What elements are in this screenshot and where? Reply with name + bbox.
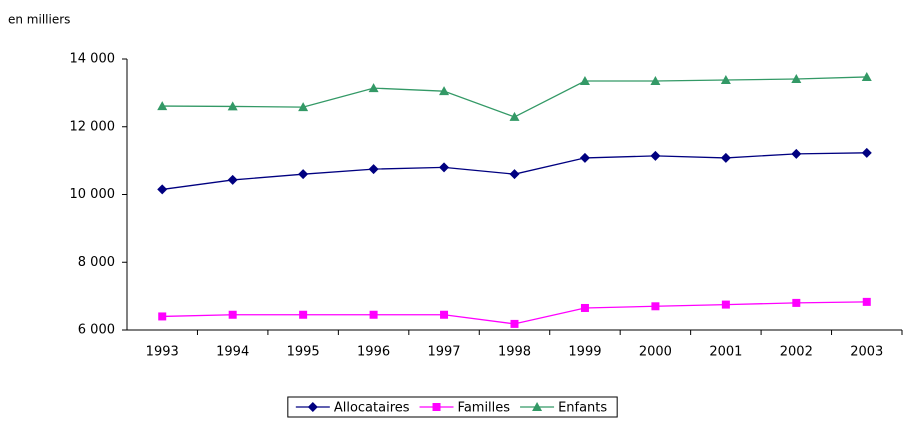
legend-label: Allocataires xyxy=(334,401,410,416)
marker xyxy=(369,310,378,319)
marker xyxy=(791,73,802,83)
marker xyxy=(580,303,589,312)
marker xyxy=(861,147,872,158)
x-tick-label: 1997 xyxy=(427,345,460,360)
marker xyxy=(792,298,801,307)
marker xyxy=(158,312,167,321)
x-tick-label: 2000 xyxy=(639,345,672,360)
marker xyxy=(650,150,661,161)
marker xyxy=(439,162,450,173)
marker xyxy=(439,86,450,96)
marker xyxy=(862,297,871,306)
y-tick-label: 10 000 xyxy=(70,187,116,202)
y-tick-label: 8 000 xyxy=(78,255,115,270)
marker xyxy=(509,169,520,180)
marker xyxy=(510,319,519,328)
marker xyxy=(432,403,441,411)
marker xyxy=(157,184,168,195)
x-tick-label: 2001 xyxy=(709,345,742,360)
marker xyxy=(368,83,379,93)
y-tick-label: 6 000 xyxy=(78,323,115,338)
marker xyxy=(440,310,449,319)
marker xyxy=(651,302,660,311)
legend-label: Familles xyxy=(458,401,511,416)
legend: Allocataires Familles Enfants xyxy=(287,396,618,418)
marker xyxy=(721,300,730,309)
x-tick-label: 1994 xyxy=(216,345,249,360)
y-tick-label: 14 000 xyxy=(70,52,116,67)
marker xyxy=(532,402,543,411)
x-tick-label: 1998 xyxy=(498,345,531,360)
x-tick-label: 1999 xyxy=(568,345,601,360)
marker xyxy=(720,75,731,85)
x-tick-label: 1995 xyxy=(287,345,320,360)
marker xyxy=(509,111,520,121)
chart-subtitle: en milliers xyxy=(8,13,70,27)
x-tick-label: 1993 xyxy=(146,345,179,360)
marker xyxy=(720,152,731,163)
marker xyxy=(368,164,379,175)
series-line xyxy=(162,76,867,118)
marker xyxy=(157,101,168,111)
marker xyxy=(298,169,309,180)
marker xyxy=(579,76,590,86)
marker xyxy=(227,174,238,185)
marker xyxy=(228,310,237,319)
marker xyxy=(307,402,318,412)
y-tick-label: 12 000 xyxy=(70,119,116,134)
marker xyxy=(650,76,661,86)
marker xyxy=(861,71,872,81)
x-tick-label: 2002 xyxy=(780,345,813,360)
x-tick-label: 2003 xyxy=(850,345,883,360)
marker xyxy=(579,152,590,163)
marker xyxy=(791,148,802,159)
marker xyxy=(227,101,238,111)
marker xyxy=(299,310,308,319)
x-tick-label: 1996 xyxy=(357,345,390,360)
marker xyxy=(298,102,309,112)
legend-label: Enfants xyxy=(558,401,607,416)
